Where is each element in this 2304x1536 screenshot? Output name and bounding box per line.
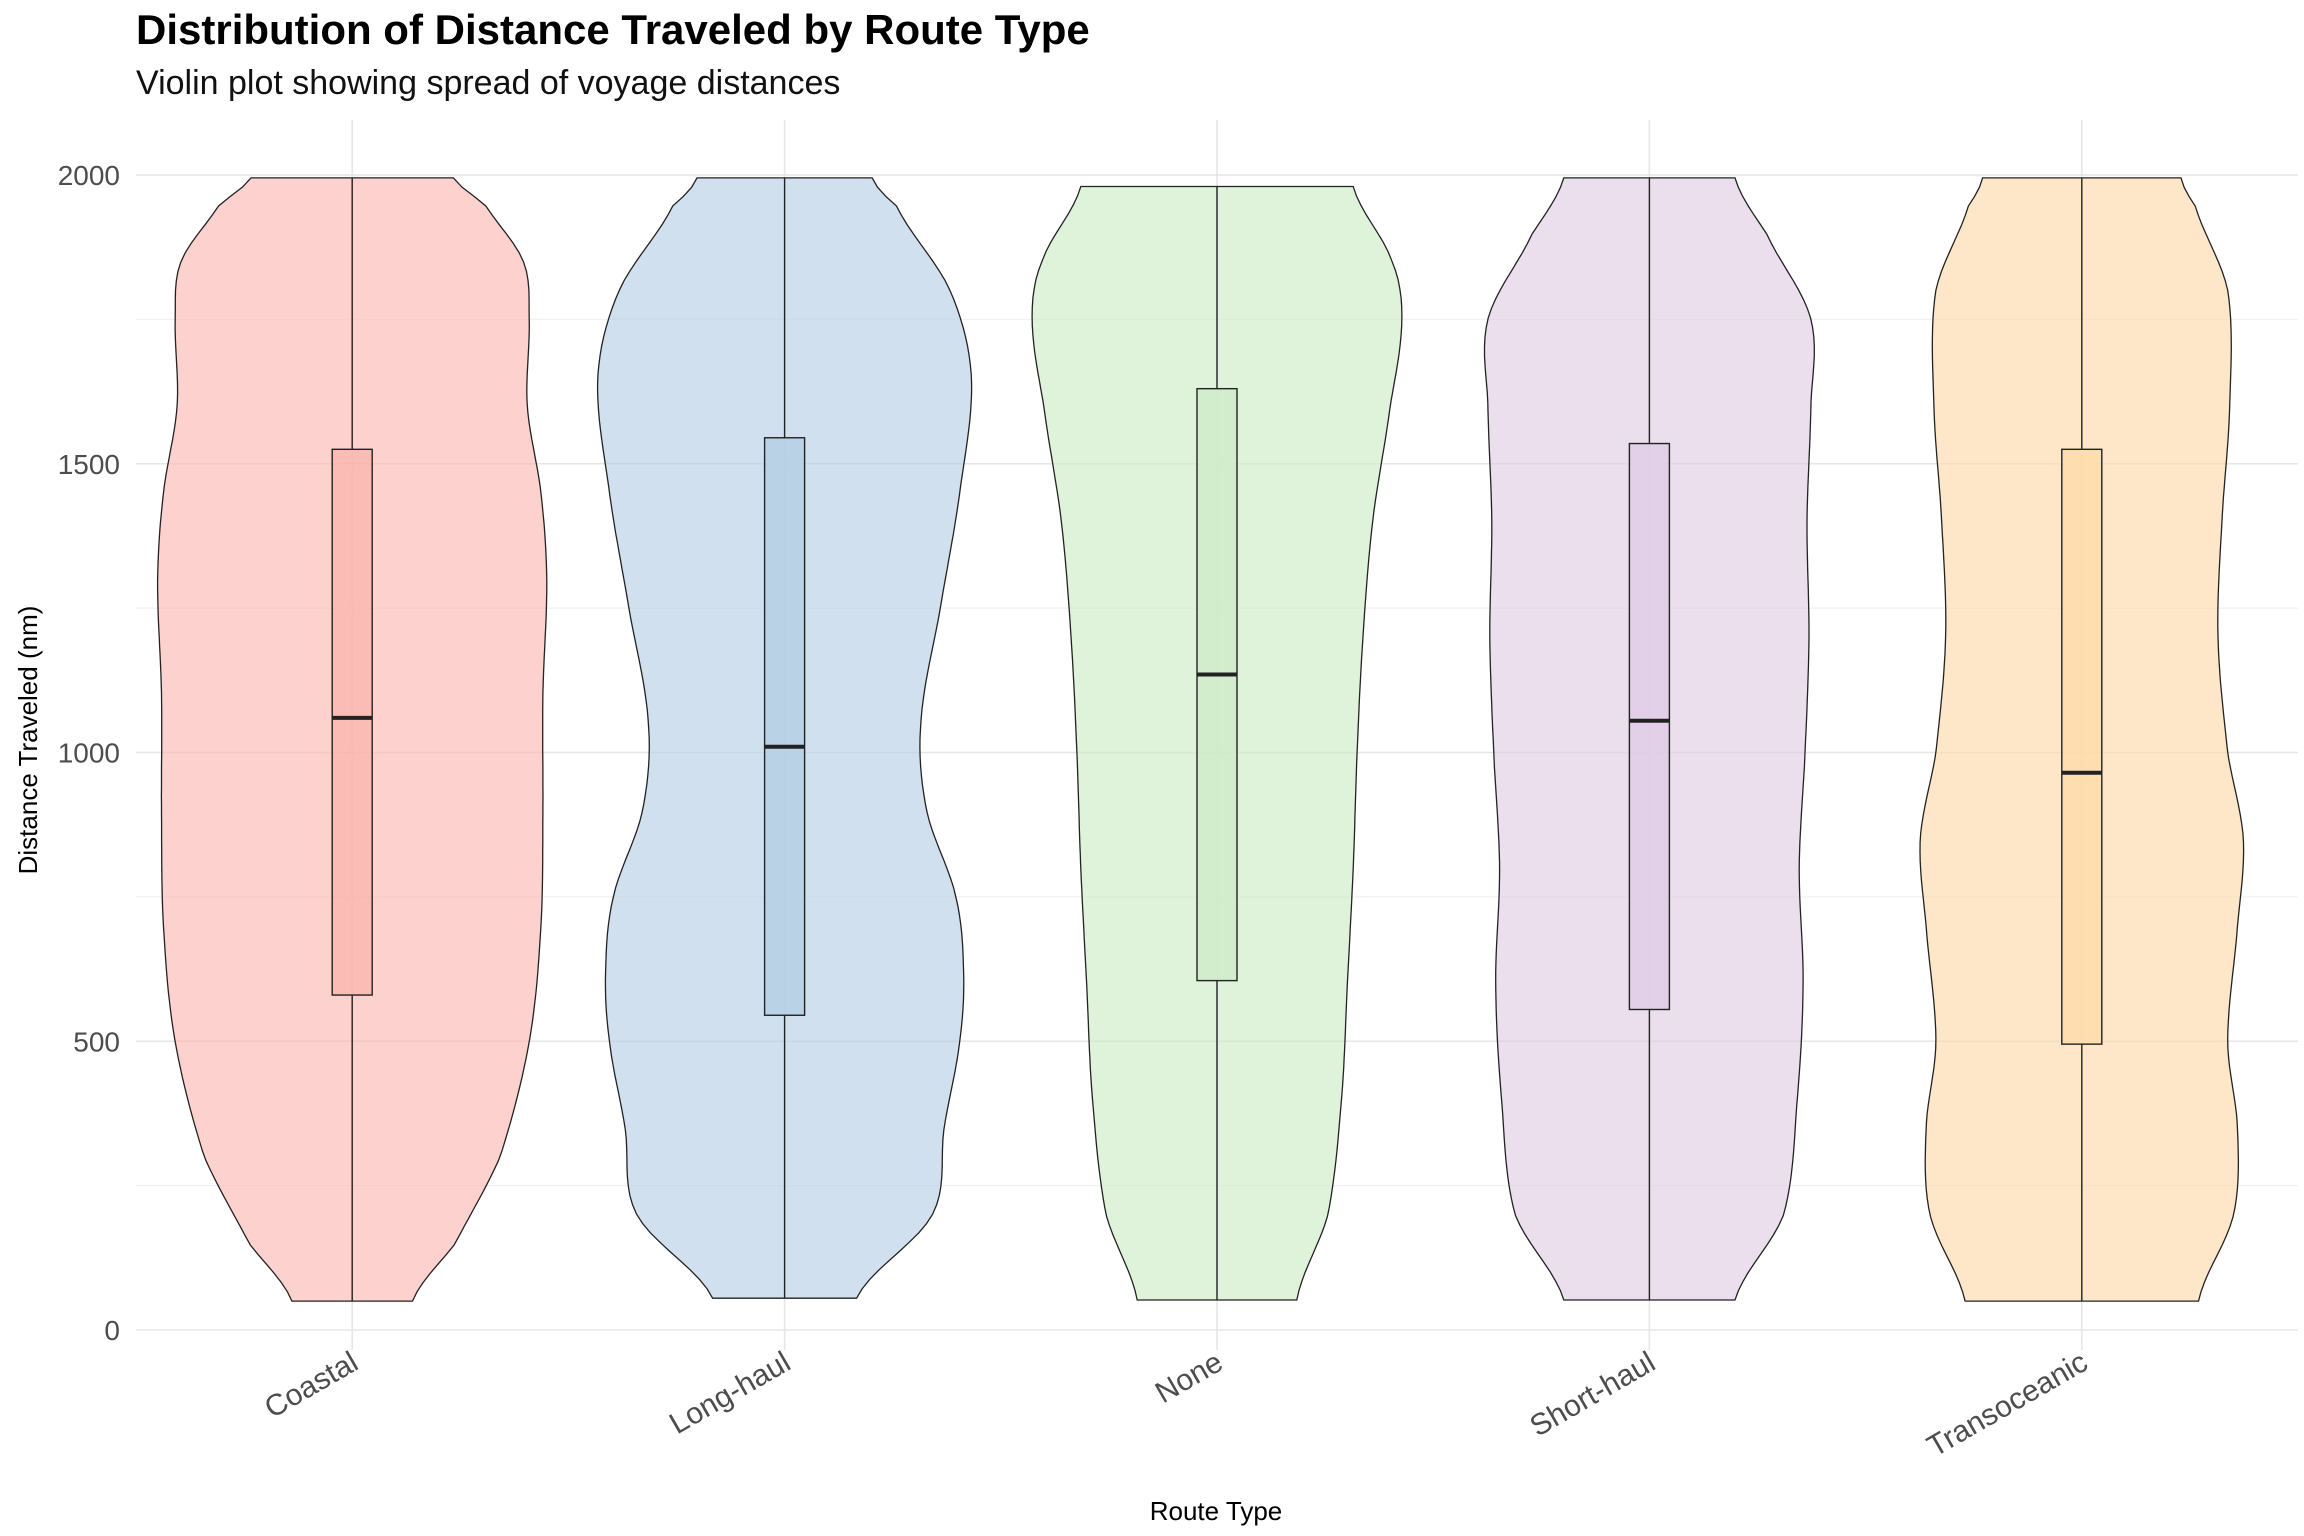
iqr-box [331, 448, 373, 996]
iqr-box [1196, 387, 1238, 982]
y-tick-label: 1500 [58, 449, 120, 480]
x-tick-label: None [1150, 1345, 1229, 1409]
violin-group-transoceanic [1919, 177, 2245, 1302]
y-tick-label: 500 [73, 1026, 120, 1057]
x-tick-label: Transoceanic [1922, 1345, 2094, 1463]
x-axis-ticks: Coastal Long-haul None Short-haul Transocean… [259, 1345, 2093, 1463]
violin-group-short-haul [1483, 177, 1815, 1301]
y-axis-title: Distance Traveled (nm) [13, 606, 43, 875]
violin-group-coastal [156, 177, 548, 1302]
y-axis-ticks: 0 500 1000 1500 2000 [58, 160, 120, 1346]
violin-group-long-haul [596, 177, 973, 1299]
y-tick-label: 1000 [58, 738, 120, 769]
y-tick-label: 0 [104, 1315, 120, 1346]
iqr-box [2061, 448, 2103, 1045]
x-tick-label: Coastal [259, 1345, 364, 1424]
violin-group-none [1031, 185, 1403, 1301]
y-tick-label: 2000 [58, 160, 120, 191]
chart-title: Distribution of Distance Traveled by Rou… [136, 6, 1090, 53]
iqr-box [1628, 442, 1671, 1011]
violins [156, 177, 2245, 1302]
x-tick-label: Short-haul [1525, 1345, 1661, 1443]
x-tick-label: Long-haul [664, 1345, 796, 1440]
iqr-box [763, 437, 806, 1016]
chart-subtitle: Violin plot showing spread of voyage dis… [136, 64, 841, 102]
x-axis-title: Route Type [1150, 1496, 1283, 1526]
